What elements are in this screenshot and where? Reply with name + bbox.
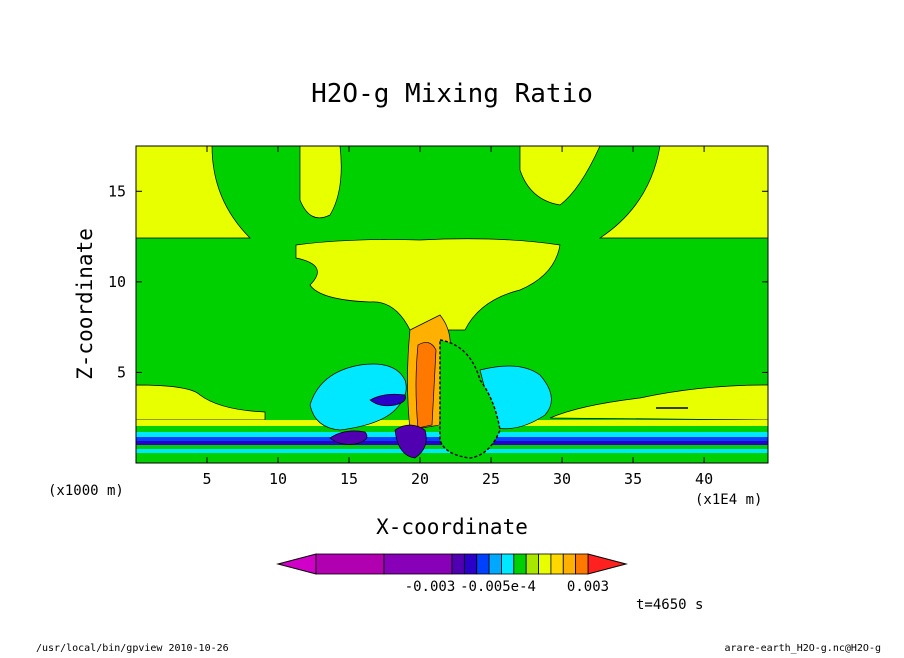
x-tick-label: 20 <box>411 470 429 488</box>
colorbar-swatch <box>513 553 527 575</box>
contour-band-green-3 <box>136 453 768 463</box>
time-label: t=4650 s <box>636 597 703 613</box>
plot-frame <box>135 145 769 464</box>
contour-upper-left <box>136 146 251 239</box>
y-axis-label: Z-coordinate <box>73 228 97 380</box>
footer-right: arare-earth_H2O-g.nc@H2O-g <box>724 643 881 654</box>
colorbar-swatch <box>383 553 453 575</box>
y-axis: 5 10 15 <box>108 182 768 381</box>
colorbar-swatch <box>476 553 490 575</box>
contour-halo-right <box>479 365 552 430</box>
footer-left: /usr/local/bin/gpview 2010-10-26 <box>36 643 229 654</box>
contour-downdraft <box>394 424 427 459</box>
contour-updraft-inner <box>415 342 437 429</box>
colorbar-swatch <box>488 553 502 575</box>
x-tick-label: 10 <box>269 470 287 488</box>
contour-anvil <box>295 238 561 331</box>
colorbar-swatch <box>315 553 385 575</box>
contour-upper-center-2 <box>519 146 601 206</box>
colorbar-swatch <box>538 553 552 575</box>
contour-low-left <box>136 384 266 421</box>
colorbar-swatch <box>550 553 564 575</box>
x-tick-label: 35 <box>624 470 642 488</box>
colorbar-low-arrow <box>276 553 317 575</box>
x-tick-label: 25 <box>482 470 500 488</box>
colorbar-tick-label: -0.005e-4 <box>460 579 536 595</box>
contour-halo-left <box>309 363 407 431</box>
contour-dry-pocket <box>369 393 406 407</box>
x-unit-label: (x1E4 m) <box>695 492 762 508</box>
x-tick-label: 5 <box>202 470 211 488</box>
colorbar-swatch <box>562 553 577 575</box>
colorbar-tick-label: 0.003 <box>567 579 609 595</box>
colorbar-swatch <box>463 553 478 575</box>
x-tick-label: 30 <box>553 470 571 488</box>
colorbar-tick-label: -0.003 <box>405 579 456 595</box>
contour-turbulence <box>439 339 501 459</box>
colorbar-swatch <box>501 553 515 575</box>
contour-upper-center <box>299 146 342 219</box>
colorbar-swatch <box>525 553 539 575</box>
chart-title: H2O-g Mixing Ratio <box>311 79 593 109</box>
x-axis-label: X-coordinate <box>376 515 528 539</box>
x-axis: 5 10 15 20 25 30 35 40 <box>202 146 713 488</box>
contour-dry-core <box>329 430 368 445</box>
colorbar-high-arrow <box>587 553 628 575</box>
y-unit-label: (x1000 m) <box>48 483 124 499</box>
x-tick-label: 40 <box>695 470 713 488</box>
contour-low-right <box>549 384 768 421</box>
y-tick-label: 15 <box>108 182 126 200</box>
y-tick-label: 5 <box>117 363 126 381</box>
y-tick-label: 10 <box>108 273 126 291</box>
contour-upper-right <box>598 146 768 239</box>
contour-field <box>136 146 768 463</box>
colorbar-swatch <box>451 553 465 575</box>
x-tick-label: 15 <box>340 470 358 488</box>
colorbar-swatch <box>575 553 589 575</box>
colorbar <box>276 553 628 575</box>
